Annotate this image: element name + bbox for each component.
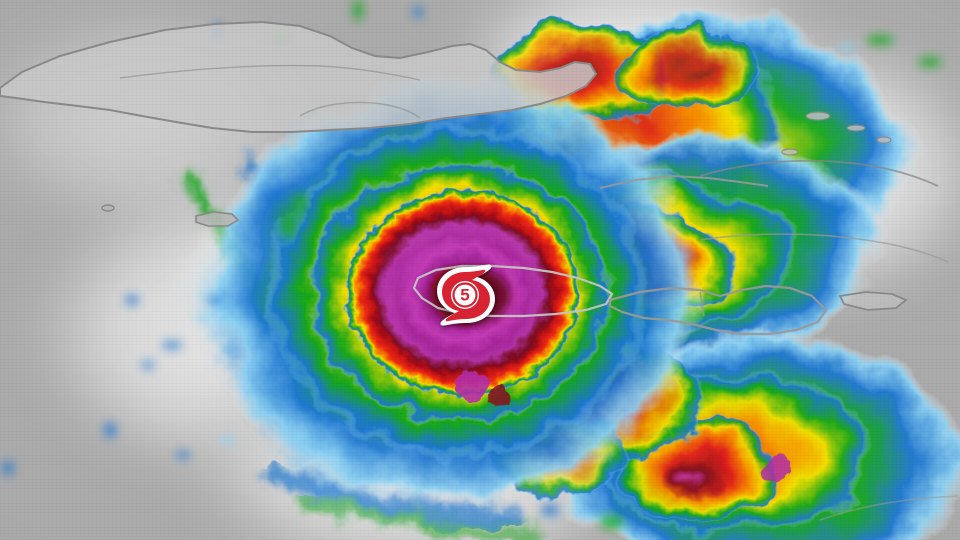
landmass-puerto-rico <box>838 291 908 311</box>
hurricane-symbol-center-disc <box>451 281 479 309</box>
landmass-jamaica <box>412 264 614 318</box>
landmass-cuba <box>0 20 598 133</box>
hurricane-symbol[interactable]: 5 <box>433 261 497 329</box>
cuba-inner-boundary <box>119 64 421 81</box>
southern-coast-line <box>819 495 959 521</box>
echo-cells-intense <box>452 372 793 481</box>
turks-caicos-boundary <box>699 159 939 187</box>
landmass-cayman <box>195 211 240 227</box>
haiti-dr-border <box>699 291 705 317</box>
hurricane-symbol-center-ring <box>452 282 478 308</box>
landmass-hispaniola <box>608 284 828 336</box>
bahamas-boundary <box>699 233 949 263</box>
hispaniola-north-coast <box>599 174 769 189</box>
landmass-cayman-brac <box>101 204 115 212</box>
hurricane-category-number: 5 <box>460 286 469 305</box>
cuba-inner-boundary-2 <box>299 101 421 119</box>
landmass-bahamas <box>781 111 892 156</box>
